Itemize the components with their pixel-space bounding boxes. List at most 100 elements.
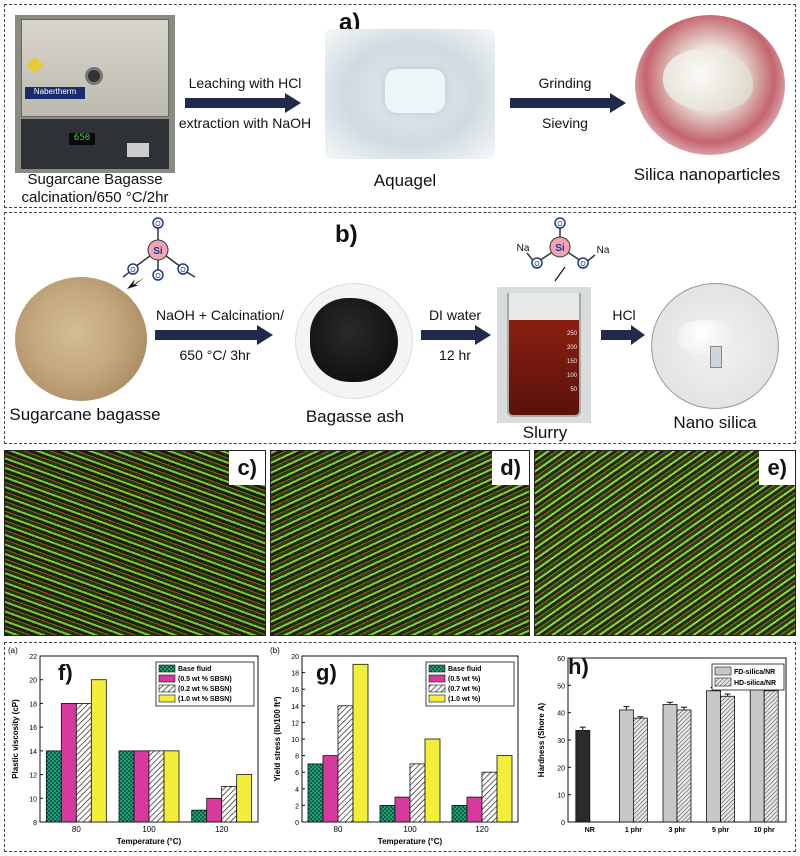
si-atom-label: Si	[153, 246, 163, 257]
o-atom-label: O	[557, 221, 563, 228]
y-tick-label: 30	[557, 738, 565, 745]
y-axis-label: Yield stress (lb/100 ft²)	[273, 696, 282, 781]
bar	[148, 750, 165, 823]
o-atom-label: O	[130, 267, 136, 274]
micrograph-d: d)	[270, 450, 530, 636]
legend-label: Base fluid	[178, 666, 211, 673]
bagasse-ash-caption: Bagasse ash	[305, 407, 405, 426]
na-atom-label: Na	[517, 243, 530, 254]
legend-swatch	[714, 666, 732, 676]
charts-panel	[4, 642, 796, 852]
sugarcane-bagasse-caption: Sugarcane bagasse	[9, 405, 161, 424]
y-tick-label: 22	[29, 654, 37, 661]
y-tick-label: 0	[295, 820, 299, 827]
bar	[409, 763, 426, 823]
step-a2-line2: Sieving	[542, 115, 588, 131]
legend-label: (0.2 wt % SBSN)	[178, 686, 232, 693]
step-a2-line1: Grinding	[538, 75, 592, 91]
bar	[45, 750, 62, 823]
bar	[496, 755, 513, 823]
y-tick-label: 12	[29, 773, 37, 780]
silica-nanoparticles-photo	[635, 15, 785, 155]
beaker-mark: 200	[566, 345, 577, 351]
step-b2-line1: DI water	[428, 307, 482, 323]
legend-swatch	[428, 664, 446, 673]
bar	[706, 690, 722, 823]
panel-c-label: c)	[229, 451, 265, 485]
furnace-caption-line1: Sugarcane Bagasse	[27, 171, 163, 188]
bar	[619, 709, 634, 823]
arrow-b2	[421, 325, 491, 345]
furnace-photo: Nabertherm 650	[15, 15, 175, 173]
bar	[337, 705, 354, 823]
y-tick-label: 16	[291, 687, 299, 694]
bar	[133, 750, 150, 823]
y-tick-label: 14	[291, 704, 299, 711]
legend-swatch	[158, 694, 176, 703]
legend-label: HD-silica/NR	[734, 680, 776, 687]
arrow-a1	[185, 93, 301, 113]
o-atom-label: O	[155, 221, 161, 228]
y-axis-label: Plastic viscosity (cP)	[11, 699, 20, 779]
panel-e-label: e)	[759, 451, 795, 485]
bar	[163, 750, 180, 823]
bar	[720, 695, 736, 823]
y-tick-label: 8	[33, 820, 37, 827]
legend-swatch	[158, 684, 176, 693]
bar	[481, 771, 498, 823]
arrow-a2	[510, 93, 626, 113]
bar	[676, 709, 692, 823]
bar	[352, 663, 369, 823]
micrograph-e: e)	[534, 450, 796, 636]
sugarcane-bagasse-photo	[15, 277, 147, 401]
y-tick-label: 12	[291, 720, 299, 727]
slurry-caption: Slurry	[522, 423, 568, 442]
chart-g-label: g)	[316, 660, 337, 685]
y-tick-label: 18	[29, 701, 37, 708]
x-tick-label: 10 phr	[754, 827, 775, 834]
chart-f-svg: 8 10 12 14 16 18 20 22 80 100 120 Temperature (°C) P…	[11, 654, 259, 846]
bar	[307, 763, 324, 823]
slurry-beaker-photo: 250 200 150 100 50	[497, 287, 591, 423]
arrow-b3	[601, 325, 645, 345]
bar	[221, 786, 238, 823]
panel-d-label: d)	[492, 451, 529, 485]
panel-a: a) Nabertherm 650 Sugarcane Bagasse calc…	[4, 4, 796, 208]
step-a1-line2: extraction with NaOH	[178, 115, 312, 131]
chart-f-label: f)	[58, 660, 73, 685]
y-tick-label: 20	[557, 765, 565, 772]
furnace-caption-line2: calcination/650 °C/2hr	[21, 189, 169, 206]
bagasse-ash-photo	[295, 283, 413, 399]
bar	[424, 738, 441, 823]
na-atom-label: Na	[597, 245, 610, 256]
bar	[90, 679, 107, 823]
arrow-b1	[155, 325, 273, 345]
legend-label: Base fluid	[448, 666, 481, 673]
x-tick-label: 100	[403, 825, 417, 834]
o-atom-label: O	[155, 273, 161, 280]
chart-g: (b) g) 0 2 4 6 8 10 12 14 16 18 20 80 100 120 Temperat…	[268, 644, 524, 850]
y-tick-label: 20	[29, 678, 37, 685]
pointer-arrow	[127, 277, 145, 289]
bar	[379, 804, 396, 823]
legend-swatch	[714, 677, 732, 687]
y-tick-label: 60	[557, 656, 565, 663]
legend-swatch	[158, 674, 176, 683]
y-tick-label: 16	[29, 725, 37, 732]
legend-label: (0.5 wt % SBSN)	[178, 676, 232, 683]
bar	[206, 797, 223, 823]
y-tick-label: 20	[291, 654, 299, 661]
x-tick-label: 5 phr	[712, 827, 729, 834]
y-tick-label: 10	[29, 796, 37, 803]
sodium-silicate-molecule: Si O O O Na Na	[517, 217, 610, 282]
bar	[451, 804, 468, 823]
chart-h-svg: 0 10 20 30 40 50 60 NR 1 phr 3 phr 5 phr 10 phr Hard…	[537, 656, 787, 834]
x-tick-label: 80	[334, 825, 343, 834]
y-tick-label: 14	[29, 749, 37, 756]
beaker-mark: 250	[566, 331, 577, 337]
y-tick-label: 18	[291, 671, 299, 678]
x-tick-label: 120	[475, 825, 489, 834]
y-tick-label: 4	[295, 787, 299, 794]
legend-swatch	[428, 694, 446, 703]
nano-silica-photo	[651, 283, 779, 409]
